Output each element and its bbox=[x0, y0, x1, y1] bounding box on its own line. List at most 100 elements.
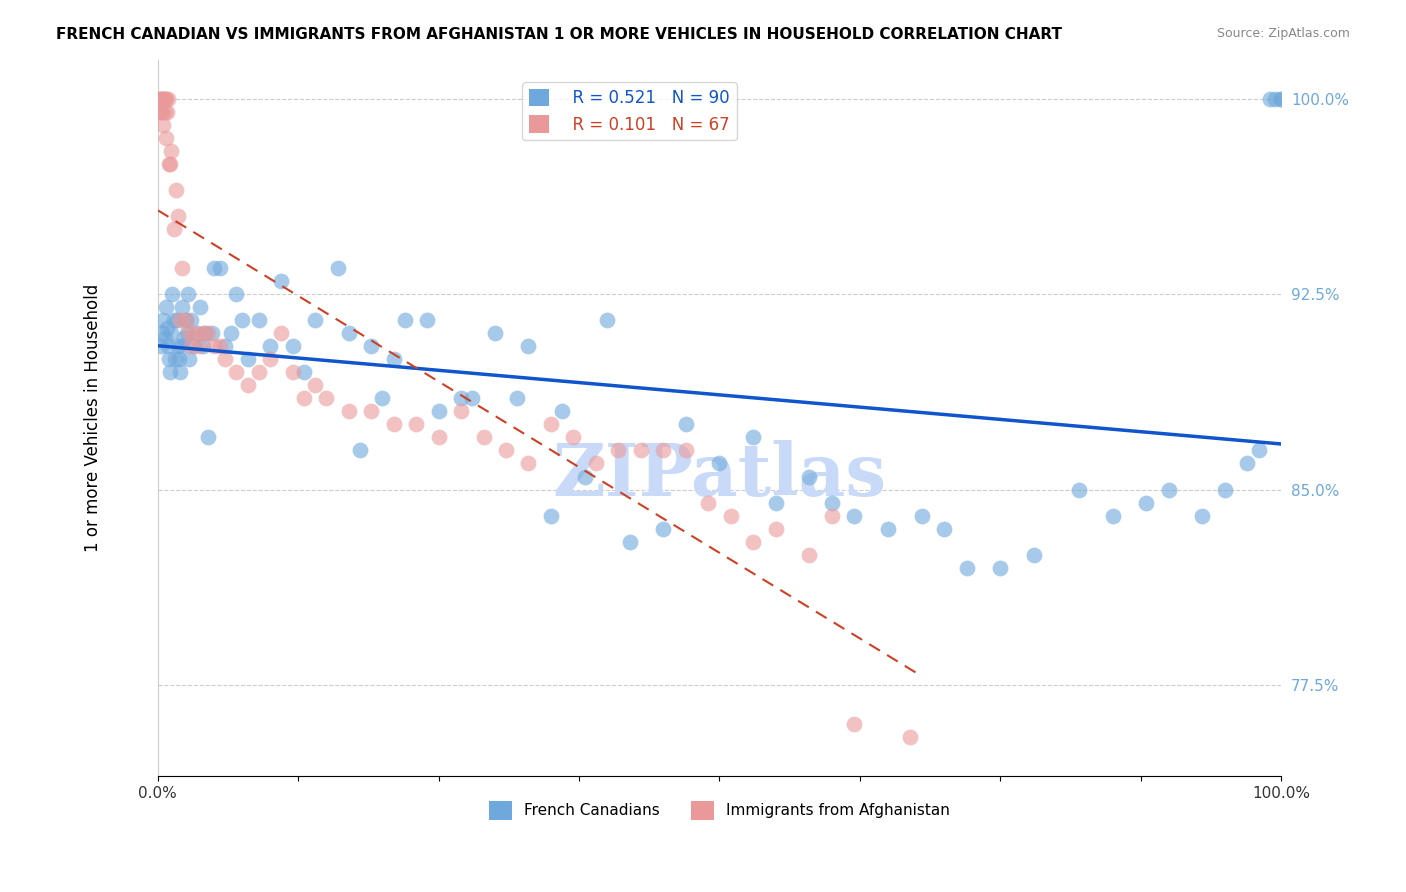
Point bbox=[150, 104, 173, 119]
Point bbox=[1101, 508, 1123, 523]
Y-axis label: 1 or more Vehicles in Household: 1 or more Vehicles in Household bbox=[83, 284, 101, 552]
Point bbox=[540, 508, 562, 523]
Point bbox=[675, 417, 697, 432]
Point bbox=[225, 365, 247, 379]
Point bbox=[506, 392, 529, 406]
Point bbox=[169, 365, 191, 379]
Point bbox=[652, 522, 675, 536]
Point bbox=[197, 430, 219, 444]
Point bbox=[160, 144, 183, 158]
Point bbox=[167, 352, 190, 367]
Point bbox=[156, 339, 179, 353]
Point bbox=[472, 430, 495, 444]
Point bbox=[382, 352, 405, 367]
Point bbox=[169, 313, 191, 327]
Point bbox=[155, 130, 177, 145]
Point bbox=[174, 313, 197, 327]
Point bbox=[155, 92, 177, 106]
Point bbox=[1270, 92, 1292, 106]
Point bbox=[450, 392, 472, 406]
Point bbox=[697, 495, 720, 509]
Point bbox=[159, 365, 181, 379]
Point bbox=[191, 326, 214, 341]
Point bbox=[955, 560, 977, 574]
Point bbox=[799, 469, 821, 483]
Point bbox=[304, 313, 326, 327]
Point bbox=[630, 443, 652, 458]
Point bbox=[184, 326, 207, 341]
Point bbox=[150, 104, 173, 119]
Point bbox=[562, 430, 585, 444]
Point bbox=[157, 352, 180, 367]
Point bbox=[160, 326, 183, 341]
Point bbox=[166, 313, 188, 327]
Point bbox=[337, 326, 360, 341]
Point bbox=[152, 313, 174, 327]
Point bbox=[162, 222, 184, 236]
Point bbox=[1213, 483, 1236, 497]
Point bbox=[675, 443, 697, 458]
Point bbox=[427, 404, 450, 418]
Point bbox=[270, 274, 292, 288]
Point bbox=[153, 331, 176, 345]
Point bbox=[652, 443, 675, 458]
Point bbox=[450, 404, 472, 418]
Point bbox=[231, 313, 253, 327]
Point bbox=[194, 326, 217, 341]
Point bbox=[156, 321, 179, 335]
Point bbox=[461, 392, 484, 406]
Point bbox=[1022, 548, 1045, 562]
Point bbox=[208, 339, 231, 353]
Point bbox=[180, 313, 202, 327]
Point bbox=[821, 495, 844, 509]
Point bbox=[247, 313, 270, 327]
Point bbox=[165, 183, 187, 197]
Point bbox=[162, 313, 184, 327]
Point bbox=[152, 92, 174, 106]
Point bbox=[540, 417, 562, 432]
Point bbox=[225, 287, 247, 301]
Point bbox=[911, 508, 934, 523]
Point bbox=[1067, 483, 1090, 497]
Point bbox=[551, 404, 574, 418]
Point bbox=[155, 300, 177, 314]
Point bbox=[159, 157, 181, 171]
Point bbox=[150, 92, 173, 106]
Text: Source: ZipAtlas.com: Source: ZipAtlas.com bbox=[1216, 27, 1350, 40]
Point bbox=[172, 261, 194, 276]
Point bbox=[484, 326, 506, 341]
Point bbox=[427, 430, 450, 444]
Point bbox=[180, 339, 202, 353]
Point bbox=[170, 339, 193, 353]
Point bbox=[360, 404, 382, 418]
Point bbox=[382, 417, 405, 432]
Legend: French Canadians, Immigrants from Afghanistan: French Canadians, Immigrants from Afghan… bbox=[484, 795, 956, 826]
Point bbox=[304, 378, 326, 392]
Point bbox=[405, 417, 427, 432]
Point bbox=[156, 104, 179, 119]
Point bbox=[765, 495, 787, 509]
Point bbox=[596, 313, 619, 327]
Point bbox=[153, 104, 176, 119]
Point bbox=[202, 261, 225, 276]
Point bbox=[585, 457, 607, 471]
Point bbox=[179, 352, 201, 367]
Point bbox=[932, 522, 955, 536]
Point bbox=[799, 548, 821, 562]
Point bbox=[202, 339, 225, 353]
Point bbox=[900, 730, 922, 744]
Point bbox=[349, 443, 371, 458]
Point bbox=[292, 365, 315, 379]
Point bbox=[281, 365, 304, 379]
Point bbox=[214, 339, 236, 353]
Point bbox=[416, 313, 439, 327]
Point bbox=[157, 157, 180, 171]
Point bbox=[1135, 495, 1157, 509]
Point bbox=[197, 326, 219, 341]
Point bbox=[574, 469, 596, 483]
Point bbox=[1157, 483, 1180, 497]
Point bbox=[844, 508, 866, 523]
Point bbox=[1247, 443, 1270, 458]
Point bbox=[148, 92, 170, 106]
Point bbox=[371, 392, 394, 406]
